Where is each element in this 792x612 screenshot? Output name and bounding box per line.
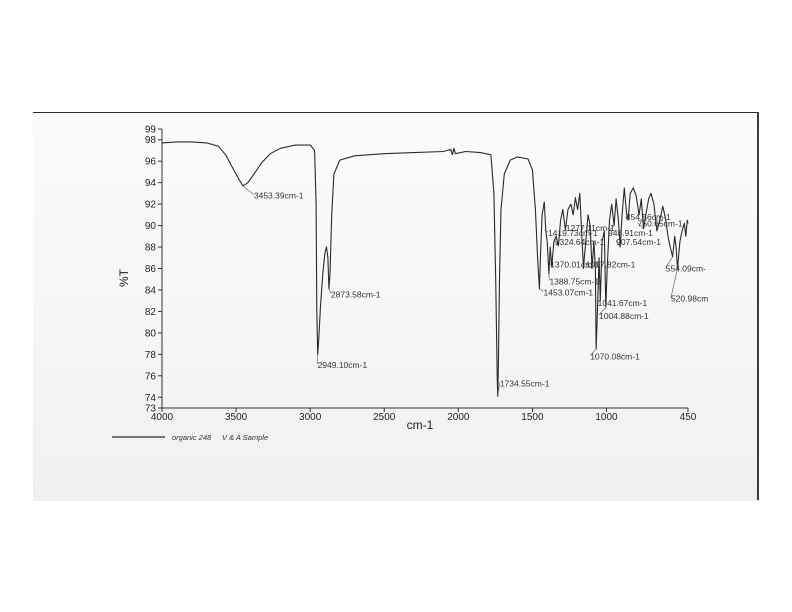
peak-label: 948.91cm-1 — [608, 228, 653, 238]
peak-leader-line — [549, 263, 552, 267]
peak-annotation: 1041.67cm-1 — [597, 298, 648, 308]
y-tick-label: 98 — [145, 135, 157, 146]
peak-leader-line — [665, 256, 673, 268]
peak-leader-line — [607, 225, 615, 233]
peak-label: 1041.67cm-1 — [598, 298, 648, 308]
peak-leader-line — [544, 229, 549, 233]
peak-annotation: 520.98cm — [670, 268, 708, 304]
peak-leader-line — [625, 215, 629, 221]
peak-annotation: 1388.75cm-1 — [548, 273, 599, 287]
peak-label: 1097.82cm-1 — [586, 259, 636, 269]
peak-label: 1277.11cm-1 — [566, 223, 615, 233]
peak-annotation: 1324.64cm-1 — [554, 237, 605, 247]
peak-annotation: 1453.07cm-1 — [539, 287, 593, 297]
peak-leader-line — [598, 306, 607, 316]
peak-annotation: 907.54cm-1 — [615, 237, 661, 248]
peak-label: 1734.55cm-1 — [500, 378, 550, 388]
y-tick-label: 94 — [145, 178, 157, 189]
peak-annotations: 3453.39cm-1 2873.58cm-1 2949.10cm-1 1734.55… — [242, 185, 708, 397]
peak-annotation: 554.09cm- — [665, 256, 706, 274]
x-tick-label: 2000 — [447, 412, 470, 423]
y-tick-label: 78 — [145, 350, 157, 361]
peak-label: 1370.01cm-1 — [550, 259, 600, 269]
peak-label: 750.65cm-1 — [638, 219, 683, 229]
peak-label: 1453.07cm-1 — [544, 287, 594, 297]
peak-label: 520.98cm — [671, 294, 708, 304]
peak-annotation: 1070.08cm-1 — [589, 348, 640, 362]
y-tick-label: 73 — [145, 404, 157, 415]
peak-leader-line — [585, 263, 593, 269]
peak-annotation: 1277.11cm-1 — [565, 223, 615, 233]
peak-annotation: 854.56cm-1 — [625, 212, 671, 222]
x-tick-label: 3000 — [299, 412, 322, 423]
x-tick-label: 1000 — [595, 412, 618, 423]
spectrum-series — [161, 141, 689, 397]
y-axis-title: %T — [117, 268, 131, 287]
peak-annotation: 948.91cm-1 — [607, 225, 653, 238]
peak-label: 1070.08cm-1 — [590, 352, 640, 362]
peak-leader-line — [242, 185, 255, 195]
peak-annotation: 3453.39cm-1 — [242, 185, 304, 201]
peak-annotation: 2949.10cm-1 — [317, 354, 368, 370]
peak-leader-line — [328, 288, 332, 294]
y-tick-label: 82 — [145, 307, 157, 318]
peak-annotation: 1370.01cm-1 — [549, 259, 600, 269]
y-tick-label: 80 — [145, 328, 157, 339]
y-tick-label: 92 — [145, 200, 157, 211]
x-axis-ticks: 4000 3500 3000 2500 2000 1500 1000 450 — [151, 408, 697, 423]
peak-leader-line — [548, 273, 550, 281]
peak-label: 907.54cm-1 — [616, 237, 661, 247]
peak-leader-line — [670, 268, 678, 298]
peak-leader-line — [497, 382, 501, 397]
peak-label: 2873.58cm-1 — [331, 289, 381, 299]
peak-annotation: 1734.55cm-1 — [497, 378, 550, 397]
peak-leader-line — [589, 348, 597, 356]
x-tick-label: 3500 — [225, 412, 248, 423]
y-tick-label: 76 — [145, 371, 157, 382]
peak-annotation: 2873.58cm-1 — [328, 288, 381, 299]
peak-label: 854.56cm-1 — [626, 212, 671, 222]
y-tick-label: 84 — [145, 285, 157, 296]
x-tick-label: 4000 — [151, 412, 174, 423]
peak-annotation: 1097.82cm-1 — [585, 259, 636, 269]
peak-label: 3453.39cm-1 — [254, 191, 304, 201]
y-tick-label: 88 — [145, 243, 157, 254]
peak-annotation: 750.65cm-1 — [637, 219, 683, 230]
peak-label: 1324.64cm-1 — [555, 237, 605, 247]
photographed-sheet — [33, 112, 759, 501]
peak-label: 2949.10cm-1 — [318, 360, 368, 370]
x-tick-label: 1500 — [521, 412, 544, 423]
y-tick-label: 74 — [145, 393, 157, 404]
peak-annotation: 1004.88cm-1 — [598, 306, 649, 321]
legend-series-label: organic 248 — [172, 433, 212, 442]
y-tick-label: 86 — [145, 264, 157, 275]
x-axis-title: cm-1 — [407, 418, 434, 432]
peak-label: 554.09cm- — [666, 264, 706, 274]
legend: organic 248 V & A Sample — [112, 433, 268, 442]
y-tick-label: 96 — [145, 157, 157, 168]
peak-leader-line — [615, 240, 621, 248]
legend-sample-label: V & A Sample — [222, 433, 268, 442]
peak-label: 1419.73cm-1 — [548, 228, 598, 238]
y-tick-label: 99 — [145, 125, 157, 136]
peak-leader-line — [637, 222, 644, 230]
x-tick-label: 2500 — [373, 412, 396, 423]
spectrum-line — [161, 141, 689, 397]
peak-leader-line — [597, 300, 601, 303]
peak-label: 1004.88cm-1 — [599, 311, 649, 321]
peak-label: 1388.75cm-1 — [549, 277, 599, 287]
x-tick-label: 450 — [680, 412, 697, 423]
y-tick-label: 90 — [145, 221, 157, 232]
peak-annotation: 1419.73cm-1 — [544, 228, 598, 238]
sheet-edge — [757, 112, 759, 500]
peak-leader-line — [554, 240, 559, 247]
peak-leader-line — [539, 288, 544, 292]
